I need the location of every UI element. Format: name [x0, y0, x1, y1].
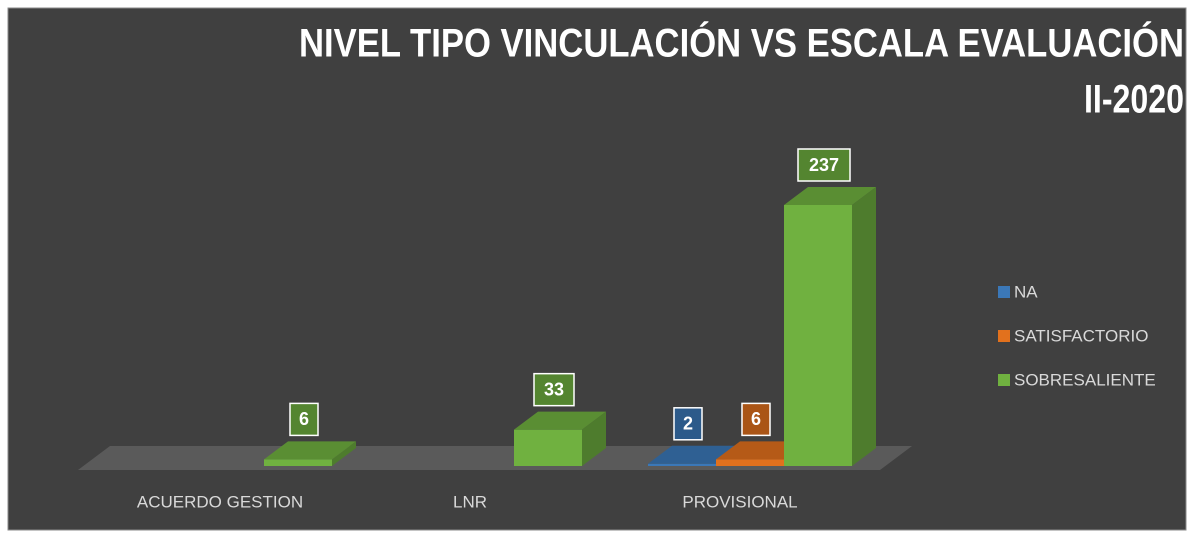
data-label-box — [533, 372, 575, 407]
legend-label: SOBRESALIENTE — [1014, 370, 1156, 389]
data-label: 2 — [683, 414, 693, 434]
data-label: 6 — [299, 409, 309, 429]
bar — [716, 459, 784, 466]
bar-side — [852, 187, 876, 466]
data-label-box — [741, 402, 771, 437]
bar — [514, 429, 582, 466]
bar — [784, 205, 852, 466]
bar-side — [582, 411, 606, 466]
legend-label: NA — [1014, 282, 1038, 301]
legend-swatch — [998, 286, 1010, 298]
bar — [648, 463, 716, 466]
chart-title: II-2020 — [1084, 78, 1184, 122]
bar-side — [332, 441, 356, 466]
bar-top — [514, 411, 606, 430]
legend-swatch — [998, 330, 1010, 342]
data-label: 237 — [809, 155, 839, 175]
legend-label: SATISFACTORIO — [1014, 326, 1148, 345]
bar — [264, 459, 332, 466]
x-tick-label: PROVISIONAL — [682, 492, 797, 511]
bar-top — [264, 441, 356, 460]
data-label-box — [289, 402, 319, 437]
x-tick-label: ACUERDO GESTION — [137, 492, 303, 511]
x-tick-label: LNR — [453, 492, 487, 511]
data-label: 33 — [544, 379, 564, 399]
legend-swatch — [998, 374, 1010, 386]
data-label-box — [797, 148, 851, 182]
bar-top — [784, 187, 876, 205]
data-label-box — [673, 407, 703, 441]
chart-title: NIVEL TIPO VINCULACIÓN VS ESCALA EVALUAC… — [299, 20, 1184, 66]
data-label: 6 — [751, 409, 761, 429]
